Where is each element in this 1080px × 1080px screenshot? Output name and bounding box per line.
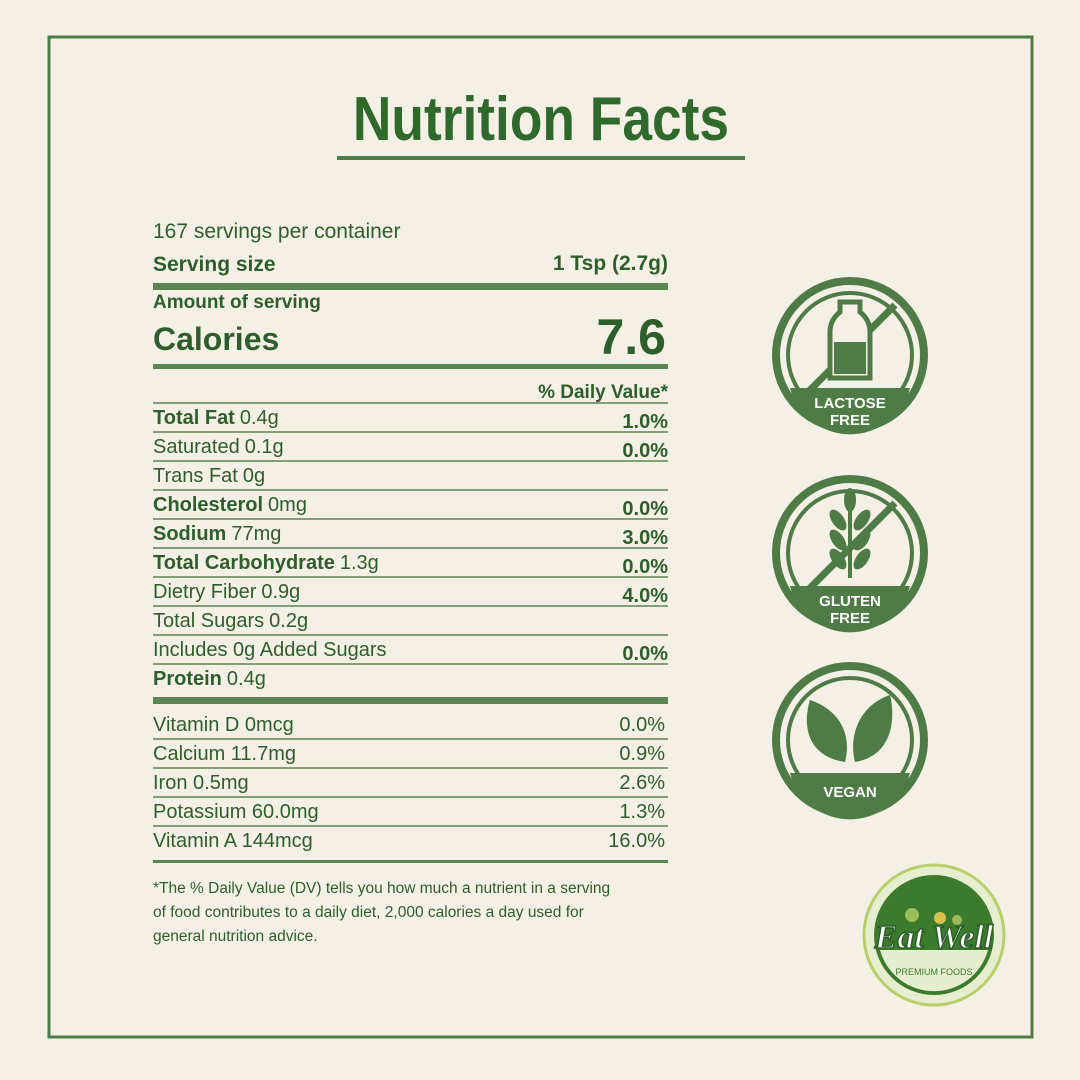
title-underline — [337, 156, 745, 160]
vitamin-dv: 0.0% — [619, 714, 665, 736]
frame — [47, 35, 1034, 1039]
nutrient: Protein 0.4g — [153, 668, 266, 690]
footnote-line: of food contributes to a daily diet, 2,0… — [153, 904, 584, 921]
nutrient-dv: 0.0% — [622, 556, 668, 578]
nutrient-rows: Total Fat 0.4g 1.0%Saturated 0.1g 0.0%Trans … — [153, 407, 668, 690]
nutrient: Saturated 0.1g — [153, 436, 284, 458]
nutrient-name: Sodium — [153, 523, 226, 545]
nutrient-name: Total Fat — [153, 407, 235, 429]
vitamin: Potassium 60.0mg — [153, 801, 319, 823]
nutrient-amount: 0.2g — [269, 610, 308, 632]
calories-label: Calories — [153, 321, 279, 357]
nutrient: Total Sugars 0.2g — [153, 610, 308, 632]
gluten-badge — [772, 475, 928, 633]
vitamin-dv: 0.9% — [619, 743, 665, 765]
nutrient: Total Carbohydrate 1.3g — [153, 552, 379, 574]
nutrient: Dietry Fiber 0.9g — [153, 581, 300, 603]
nutrient-name: Trans Fat — [153, 465, 238, 487]
nutrient-name: Protein — [153, 668, 222, 690]
footnote-line: *The % Daily Value (DV) tells you how mu… — [153, 880, 610, 897]
nutrient-amount: 0mg — [268, 494, 307, 516]
badge-label: FREE — [830, 610, 870, 627]
badge-label: LACTOSE — [814, 395, 885, 412]
rule — [153, 860, 668, 863]
nutrient: Includes 0g Added Sugars — [153, 639, 387, 661]
nutrient-dv: 1.0% — [622, 411, 668, 433]
thick-bar — [153, 283, 668, 290]
title: Nutrition Facts — [353, 85, 729, 154]
nutrient-dv: 0.0% — [622, 643, 668, 665]
nutrient-name: Total Carbohydrate — [153, 552, 335, 574]
nutrient-name: Includes 0g Added Sugars — [153, 639, 387, 661]
nutrient-amount: 0.9g — [261, 581, 300, 603]
nutrient: Total Fat 0.4g — [153, 407, 279, 429]
vegan-badge — [772, 662, 928, 820]
footnote-line: general nutrition advice. — [153, 928, 318, 945]
nutrient-amount: 77mg — [231, 523, 281, 545]
badge-label: GLUTEN — [819, 593, 881, 610]
nutrient-amount: 0g — [243, 465, 265, 487]
vitamin-dv: 16.0% — [608, 830, 665, 852]
nutrient-dv: 3.0% — [622, 527, 668, 549]
calories-value: 7.6 — [596, 309, 666, 365]
nutrient-dv: 4.0% — [622, 585, 668, 607]
vitamin: Iron 0.5mg — [153, 772, 249, 794]
nutrient-dv: 0.0% — [622, 498, 668, 520]
amount-heading: Amount of serving — [153, 292, 321, 313]
thick-bar — [153, 364, 668, 369]
logo — [862, 863, 1006, 1007]
footnote: *The % Daily Value (DV) tells you how mu… — [153, 880, 610, 945]
serving-size-value: 1 Tsp (2.7g) — [553, 252, 668, 275]
serving-size-label: Serving size — [153, 253, 276, 276]
nutrient-name: Saturated — [153, 436, 240, 458]
nutrient-name: Dietry Fiber — [153, 581, 257, 603]
badge-label: FREE — [830, 412, 870, 429]
nutrient-name: Cholesterol — [153, 494, 263, 516]
nutrient-dv: 0.0% — [622, 440, 668, 462]
nutrient: Cholesterol 0mg — [153, 494, 307, 516]
lactose-badge — [772, 277, 928, 435]
badge-label: VEGAN — [823, 784, 876, 801]
logo-name: Eat Well — [874, 919, 994, 956]
logo-tagline: PREMIUM FOODS — [895, 967, 972, 977]
servings: 167 servings per container — [153, 220, 400, 243]
nutrient-amount: 1.3g — [340, 552, 379, 574]
vitamin: Calcium 11.7mg — [153, 743, 296, 765]
nutrient-amount: 0.1g — [245, 436, 284, 458]
vitamin: Vitamin D 0mcg — [153, 714, 294, 736]
nutrient-amount: 0.4g — [227, 668, 266, 690]
vitamin: Vitamin A 144mcg — [153, 830, 313, 852]
nutrient: Sodium 77mg — [153, 523, 281, 545]
nutrient-name: Total Sugars — [153, 610, 264, 632]
vitamin-dv: 2.6% — [619, 772, 665, 794]
nutrient: Trans Fat 0g — [153, 465, 265, 487]
dv-heading: % Daily Value* — [538, 382, 669, 403]
vitamin-rows: Vitamin D 0mcg 0.0% Calcium 11.7mg 0.9% Iron… — [153, 714, 668, 852]
thick-bar — [153, 697, 668, 704]
nutrient-amount: 0.4g — [240, 407, 279, 429]
vitamin-dv: 1.3% — [619, 801, 665, 823]
